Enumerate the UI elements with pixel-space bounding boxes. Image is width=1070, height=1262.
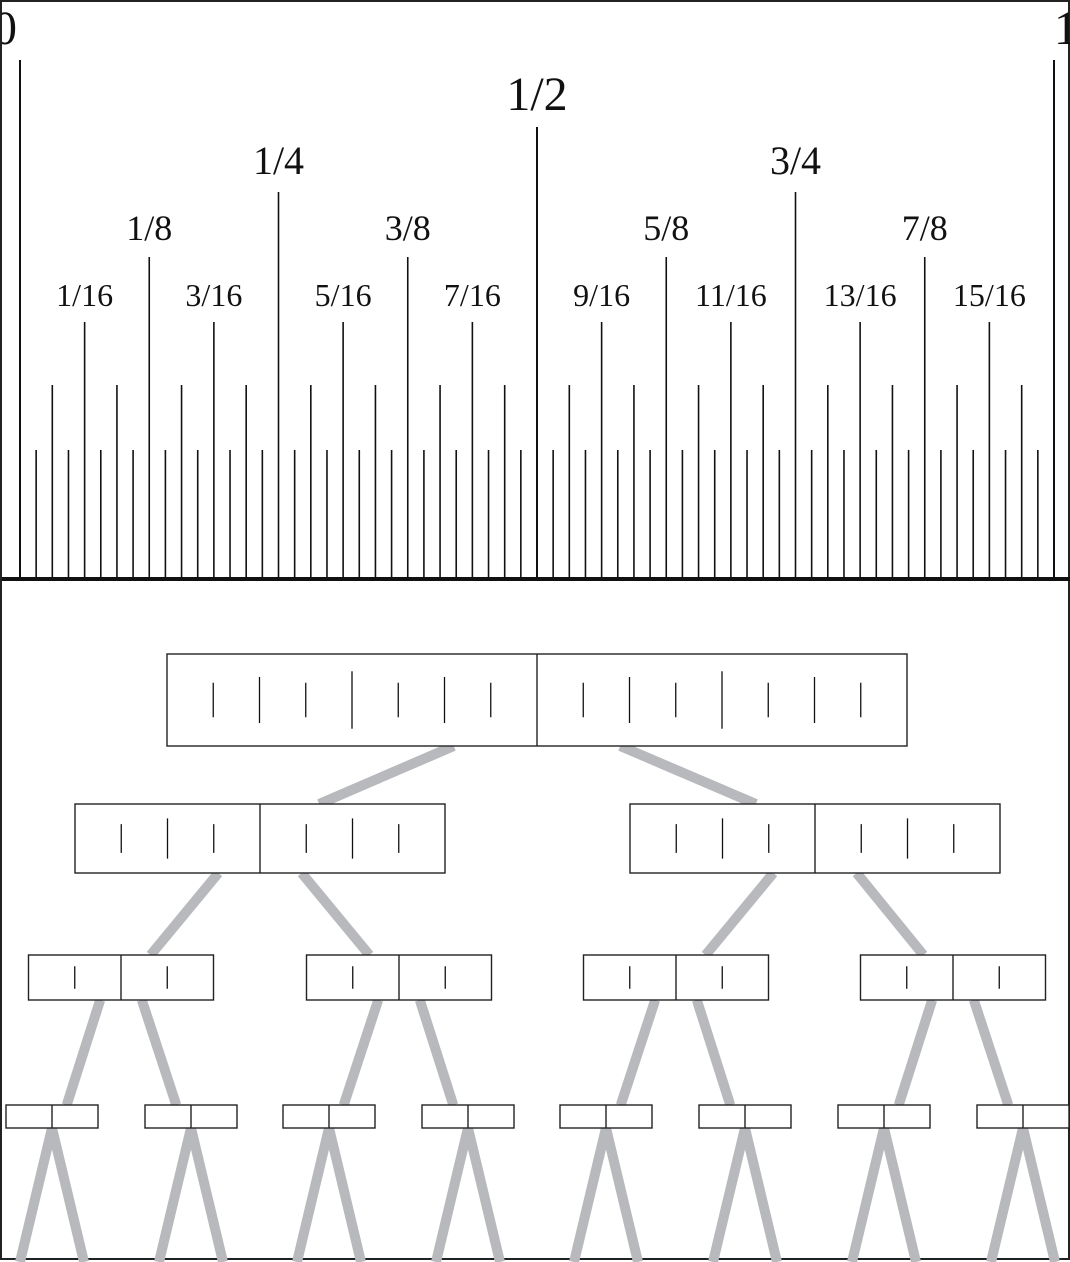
ruler-label: 1/2 bbox=[506, 68, 567, 121]
ruler-label: 1 bbox=[1054, 2, 1070, 55]
tree-branch bbox=[1018, 1126, 1060, 1262]
ruler-label: 7/8 bbox=[902, 208, 948, 248]
ruler-label: 3/4 bbox=[770, 138, 821, 183]
tree-branch bbox=[146, 869, 223, 959]
tree-branch bbox=[415, 998, 459, 1107]
ruler-label: 5/16 bbox=[315, 277, 372, 313]
tree-branches bbox=[15, 741, 1060, 1262]
ruler-label: 1/16 bbox=[56, 277, 113, 313]
tree-branch bbox=[297, 869, 374, 959]
tree-branch bbox=[569, 1126, 611, 1262]
ruler-label: 3/8 bbox=[385, 208, 431, 248]
tree-branch bbox=[338, 998, 383, 1107]
tree-branch bbox=[969, 998, 1014, 1107]
ruler-ticks bbox=[19, 60, 1055, 579]
tree-branch bbox=[986, 1126, 1028, 1262]
tree-branch bbox=[154, 1126, 196, 1262]
tree-branch bbox=[292, 1126, 334, 1262]
tree-branch bbox=[317, 741, 456, 809]
ruler-label: 3/16 bbox=[185, 277, 242, 313]
ruler: 0 1 1/2 1/4 3/4 1/8 3/8 5/8 7/8 1/16 3/16 5/16 7/16 9… bbox=[2, 2, 1070, 581]
tree-branch bbox=[601, 1126, 643, 1262]
ruler-label: 5/8 bbox=[643, 208, 689, 248]
tree-branch bbox=[137, 998, 182, 1107]
tree-branch bbox=[15, 1126, 57, 1262]
ruler-label: 9/16 bbox=[573, 277, 630, 313]
ruler-label: 1/4 bbox=[253, 138, 304, 183]
ruler-label: 11/16 bbox=[695, 277, 767, 313]
ruler-label: 7/16 bbox=[444, 277, 501, 313]
tree-nodes bbox=[5, 653, 1070, 1129]
ruler-label: 13/16 bbox=[824, 277, 897, 313]
tree-branch bbox=[692, 998, 736, 1107]
ruler-label: 15/16 bbox=[953, 277, 1026, 313]
tree-branch bbox=[893, 998, 937, 1107]
tree-branch bbox=[701, 869, 778, 959]
tree-branch bbox=[463, 1126, 505, 1262]
tree-branch bbox=[324, 1126, 366, 1262]
tree-branch bbox=[852, 869, 928, 959]
tree-branch bbox=[847, 1126, 889, 1262]
tree-branch bbox=[618, 741, 758, 809]
tree-branch bbox=[186, 1126, 228, 1262]
ruler-label: 0 bbox=[2, 2, 17, 55]
ruler-label: 1/8 bbox=[126, 208, 172, 248]
tree-branch bbox=[708, 1126, 750, 1262]
tree-branch bbox=[431, 1126, 473, 1262]
tree-branch bbox=[61, 998, 105, 1107]
tree-branch bbox=[740, 1126, 782, 1262]
tree-branch bbox=[47, 1126, 89, 1262]
tree-branch bbox=[615, 998, 660, 1107]
tree-branch bbox=[879, 1126, 921, 1262]
